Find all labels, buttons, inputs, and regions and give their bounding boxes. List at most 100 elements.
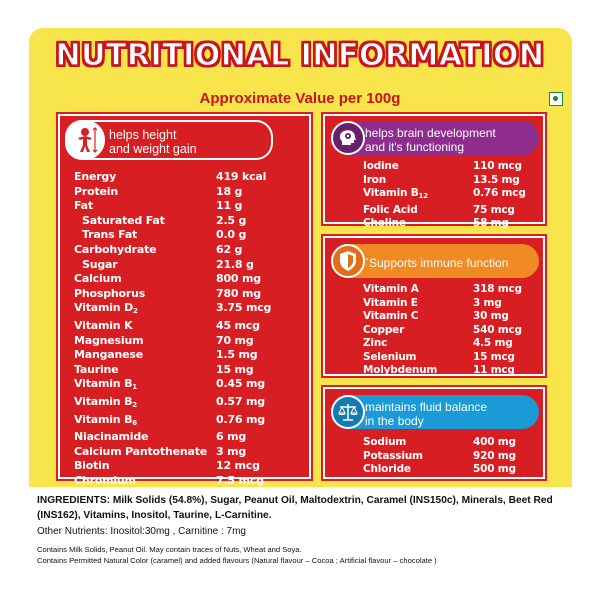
nutrient-row: Iron 13.5 mg <box>363 174 543 188</box>
nutrient-value: 15 mg <box>216 362 254 376</box>
brain-label-pill: helps brain development and it's functio… <box>331 121 539 155</box>
nutrient-value: 12 mcg <box>216 459 260 473</box>
nutrient-row: Fat 11 g <box>74 199 296 214</box>
nutrient-value: 800 mg <box>216 272 261 286</box>
nutrient-name: Iron <box>363 173 386 186</box>
ingredients-label: INGREDIENTS: <box>37 495 111 506</box>
nutrient-value: 920 mg <box>473 449 516 462</box>
nutrient-row: Choline 58 mg <box>363 217 543 231</box>
nutrient-row: Energy 419 kcal <box>74 170 296 185</box>
nutrient-name: Molybdenum <box>363 364 438 376</box>
brain-nutrients-box: helps brain development and it's functio… <box>323 114 545 229</box>
nutrient-row: Vitamin C 30 mg <box>363 310 543 324</box>
nutrient-name: Vitamin E <box>363 296 418 309</box>
nutrient-name: Calcium <box>74 272 122 286</box>
nutrient-value: 1.5 mg <box>216 348 258 362</box>
ingredients-section: INGREDIENTS: Milk Solids (54.8%), Sugar,… <box>29 487 572 575</box>
nutrient-value: 318 mcg <box>473 283 522 295</box>
child-growth-icon <box>65 120 105 160</box>
immune-nutrients-box: `Supports immune function Vitamin A 318 m… <box>323 236 545 376</box>
nutrient-value: 30 mg <box>473 310 509 322</box>
page-title: NUTRITIONAL INFORMATION <box>55 37 545 73</box>
nutrient-value: 780 mg <box>216 286 261 300</box>
nutrient-value: 15 mcg <box>473 350 515 363</box>
nutrient-name: Taurine <box>74 362 119 376</box>
nutrient-value: 3.75 mcg <box>216 301 272 315</box>
nutrient-row: Carbohydrate 62 g <box>74 243 296 258</box>
nutrient-row: Vitamin A 318 mcg <box>363 283 543 297</box>
nutrient-row: Magnesium 70 mg <box>74 334 296 349</box>
nutrient-name: Fat <box>74 199 93 213</box>
nutrient-row: Saturated Fat 2.5 g <box>74 214 296 229</box>
ingredients-list: INGREDIENTS: Milk Solids (54.8%), Sugar,… <box>37 493 564 523</box>
nutrient-value: 62 g <box>216 242 243 256</box>
nutrient-row: Calcium Pantothenate 3 mg <box>74 445 296 460</box>
shield-icon <box>331 244 365 278</box>
nutrient-value: 75 mcg <box>473 203 515 216</box>
nutrient-name: Vitamin K <box>74 318 133 332</box>
fluid-label-pill: maintains fluid balance in the body <box>331 395 539 429</box>
other-nutrients: Other Nutrients: Inositol:30mg , Carniti… <box>37 526 246 537</box>
nutrient-row: Phosphorus 780 mg <box>74 287 296 302</box>
nutrient-row: Potassium 920 mg <box>363 450 543 464</box>
nutrient-subscript: 1 <box>132 383 137 392</box>
nutrient-name: Iodine <box>363 160 399 172</box>
nutrient-row: Sodium 400 mg <box>363 436 543 450</box>
allergen-note: Contains Milk Solids, Peanut Oil. May co… <box>37 545 302 554</box>
fluid-nutrient-table: Sodium 400 mg Potassium 920 mg Chloride 500 m… <box>363 436 543 477</box>
nutrient-name: Selenium <box>363 350 417 363</box>
nutrient-row: Protein 18 g <box>74 185 296 200</box>
nutrient-value: 110 mcg <box>473 160 522 172</box>
nutrient-name: Niacinamide <box>74 430 149 444</box>
nutrient-subscript: 6 <box>132 418 137 427</box>
nutrient-name: Sugar <box>82 257 118 271</box>
nutrient-value: 21.8 g <box>216 257 254 271</box>
nutrient-name: Vitamin D2 <box>74 301 138 316</box>
nutrient-row: Biotin 12 mcg <box>74 459 296 474</box>
fluid-label-line2: in the body <box>365 413 424 428</box>
nutrient-value: 0.57 mg <box>216 394 265 408</box>
nutrient-row: Taurine 15 mg <box>74 363 296 378</box>
nutrient-name: Phosphorus <box>74 286 146 300</box>
nutrient-value: 45 mcg <box>216 318 260 332</box>
brain-head-icon <box>331 121 365 155</box>
nutrient-name: Energy <box>74 170 117 183</box>
vegetarian-mark-icon <box>549 92 563 106</box>
nutrient-row: Vitamin E 3 mg <box>363 297 543 311</box>
nutrient-row: Calcium 800 mg <box>74 272 296 287</box>
nutrient-subscript: 2 <box>132 400 137 409</box>
nutrient-row: Vitamin B2 0.57 mg <box>74 395 296 413</box>
nutrient-value: 11 mcg <box>473 364 515 376</box>
nutrient-value: 0.76 mg <box>216 412 265 426</box>
nutrient-name: Vitamin B2 <box>74 394 137 409</box>
immune-label-pill: `Supports immune function <box>331 244 539 278</box>
nutrient-value: 400 mg <box>473 436 516 448</box>
ingredients-text: Milk Solids (54.8%), Sugar, Peanut Oil, … <box>37 495 553 521</box>
nutrient-row: Chromium 7.5 mcg <box>74 474 296 489</box>
nutrient-name: Chloride <box>363 463 411 475</box>
nutrient-row: Zinc 4.5 mg <box>363 337 543 351</box>
nutrient-row: Copper 540 mcg <box>363 324 543 338</box>
nutrient-name: Calcium Pantothenate <box>74 444 208 458</box>
nutrient-value: 419 kcal <box>216 170 267 183</box>
nutrient-row: Vitamin B1 0.45 mg <box>74 377 296 395</box>
nutrient-name: Vitamin A <box>363 283 419 295</box>
nutrient-name: Vitamin B12 <box>363 187 428 200</box>
nutrient-name: Protein <box>74 184 118 198</box>
nutrient-value: 18 g <box>216 184 243 198</box>
nutrient-value: 11 g <box>216 199 243 213</box>
nutrient-row: Selenium 15 mcg <box>363 351 543 365</box>
brain-nutrient-table: Iodine 110 mcg Iron 13.5 mg Vitamin B12 0.76 … <box>363 160 543 231</box>
nutrient-row: Niacinamide 6 mg <box>74 430 296 445</box>
nutrient-name: Choline <box>363 217 406 229</box>
nutrient-value: 0.0 g <box>216 228 247 242</box>
nutrient-value: 13.5 mg <box>473 173 520 186</box>
nutrient-name: Saturated Fat <box>82 213 165 227</box>
nutrient-row: Molybdenum 11 mcg <box>363 364 543 378</box>
growth-nutrient-table: Energy 419 kcal Protein 18 g Fat 11 g Saturate… <box>74 170 296 488</box>
nutrient-name: Folic Acid <box>363 203 418 216</box>
nutrient-name: Potassium <box>363 449 423 462</box>
nutrient-value: 0.45 mg <box>216 377 265 391</box>
nutrient-value: 0.76 mcg <box>473 187 526 199</box>
immune-nutrient-table: Vitamin A 318 mcg Vitamin E 3 mg Vitamin C 30… <box>363 283 543 378</box>
